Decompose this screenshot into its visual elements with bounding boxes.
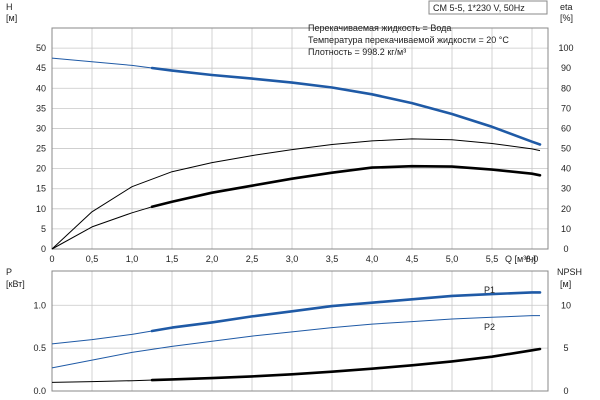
left-tick-label: 0 bbox=[41, 244, 46, 254]
x-tick-label: 4,5 bbox=[406, 254, 419, 264]
left-tick-label: 1.0 bbox=[33, 300, 46, 310]
x-tick-label: 2,0 bbox=[206, 254, 219, 264]
top-right-axis-label: eta bbox=[560, 2, 573, 12]
top-right-axis-unit: [%] bbox=[560, 13, 573, 23]
bottom-right-axis-unit: [м] bbox=[560, 279, 571, 289]
right-tick-label: 60 bbox=[561, 123, 571, 133]
series-label-p1: P1 bbox=[484, 285, 495, 295]
right-tick-label: 5 bbox=[563, 343, 568, 353]
left-tick-label: 10 bbox=[36, 204, 46, 214]
x-tick-label: 3,0 bbox=[286, 254, 299, 264]
right-tick-label: 40 bbox=[561, 164, 571, 174]
x-tick-label: 4,0 bbox=[366, 254, 379, 264]
left-tick-label: 5 bbox=[41, 224, 46, 234]
x-tick-label: 1,5 bbox=[166, 254, 179, 264]
top-chart-grid bbox=[51, 28, 548, 250]
x-tick-label: 5,0 bbox=[446, 254, 459, 264]
right-tick-label: 80 bbox=[561, 83, 571, 93]
axis-tick-labels: 0510152025303540455001020304050607080901… bbox=[33, 43, 573, 396]
condition-temperature: Температура перекачиваемой жидкости = 20… bbox=[308, 35, 509, 45]
left-tick-label: 20 bbox=[36, 164, 46, 174]
x-tick-label: 3,5 bbox=[326, 254, 339, 264]
bottom-right-axis-label: NPSH bbox=[557, 267, 582, 277]
left-tick-label: 25 bbox=[36, 144, 46, 154]
x-axis-label: Q [м³/ч] bbox=[505, 254, 536, 264]
series-line-bottom-1 bbox=[51, 315, 540, 369]
pump-spec-label: CM 5-5, 1*230 V, 50Hz bbox=[433, 3, 525, 13]
series-line-bold-bottom-2 bbox=[150, 347, 542, 382]
series-line-top-0 bbox=[51, 57, 541, 145]
spec-box bbox=[428, 0, 548, 15]
bottom-chart-curves bbox=[51, 291, 542, 383]
bottom-left-axis-unit: [кВт] bbox=[6, 279, 25, 289]
right-tick-label: 70 bbox=[561, 103, 571, 113]
left-tick-label: 15 bbox=[36, 184, 46, 194]
left-tick-label: 0.5 bbox=[33, 343, 46, 353]
series-label-p2: P2 bbox=[484, 322, 495, 332]
series-line-bold-top-0 bbox=[150, 66, 542, 146]
condition-liquid: Перекачиваемая жидкость = Вода bbox=[308, 23, 451, 33]
right-tick-label: 100 bbox=[558, 43, 573, 53]
bottom-plot-area bbox=[51, 270, 549, 392]
right-tick-label: 30 bbox=[561, 184, 571, 194]
left-tick-label: 45 bbox=[36, 63, 46, 73]
right-tick-label: 0 bbox=[563, 244, 568, 254]
x-tick-label: 5,5 bbox=[486, 254, 499, 264]
right-tick-label: 10 bbox=[561, 300, 571, 310]
top-left-axis-label: H bbox=[6, 2, 13, 12]
series-line-top-1 bbox=[51, 138, 541, 250]
left-tick-label: 30 bbox=[36, 123, 46, 133]
x-tick-label: 0,5 bbox=[86, 254, 99, 264]
left-tick-label: 50 bbox=[36, 43, 46, 53]
top-left-axis-unit: [м] bbox=[6, 13, 17, 23]
right-tick-label: 90 bbox=[561, 63, 571, 73]
right-tick-label: 10 bbox=[561, 224, 571, 234]
bottom-left-axis-label: P bbox=[6, 267, 12, 277]
top-chart-curves bbox=[51, 57, 542, 250]
x-tick-label: 1,0 bbox=[126, 254, 139, 264]
left-tick-label: 40 bbox=[36, 83, 46, 93]
right-tick-label: 0 bbox=[563, 386, 568, 396]
left-tick-label: 35 bbox=[36, 103, 46, 113]
top-plot-area bbox=[51, 27, 549, 250]
series-line-bold-bottom-0 bbox=[150, 291, 542, 333]
x-tick-label: 6,0 bbox=[526, 254, 539, 264]
left-tick-label: 0.0 bbox=[33, 386, 46, 396]
condition-density: Плотность = 998.2 кг/м³ bbox=[308, 47, 406, 57]
right-tick-label: 20 bbox=[561, 204, 571, 214]
x-tick-label: 0 bbox=[49, 254, 54, 264]
right-tick-label: 50 bbox=[561, 144, 571, 154]
series-line-bold-top-2 bbox=[150, 164, 542, 209]
x-tick-label: 2,5 bbox=[246, 254, 259, 264]
